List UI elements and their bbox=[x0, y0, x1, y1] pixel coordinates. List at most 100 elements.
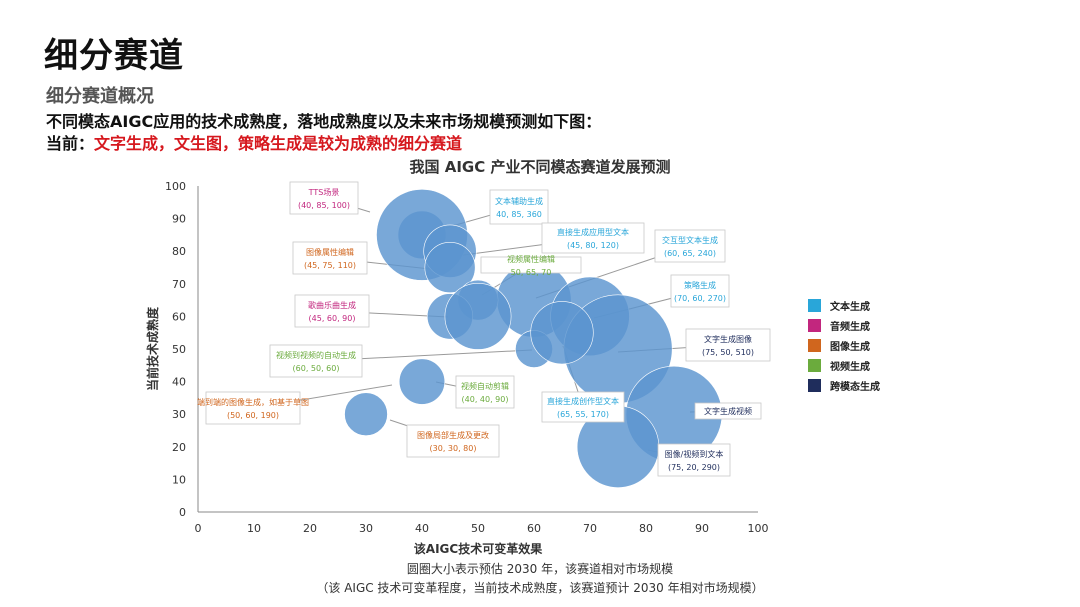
y-axis-title: 当前技术成熟度 bbox=[145, 306, 160, 391]
bubble-point bbox=[344, 392, 388, 436]
label-box bbox=[654, 229, 726, 263]
label-box bbox=[657, 443, 731, 477]
legend-item: 图像生成 bbox=[808, 336, 880, 354]
label-value: (60, 50, 60) bbox=[293, 364, 340, 373]
y-tick-label: 80 bbox=[172, 245, 186, 258]
label-value: (45, 80, 120) bbox=[567, 241, 619, 250]
legend-label: 文本生成 bbox=[830, 301, 870, 313]
label-name: 视频到视频的自动生成 bbox=[276, 350, 356, 360]
label-name: 图像属性编辑 bbox=[306, 247, 354, 257]
legend-item: 音频生成 bbox=[808, 316, 880, 334]
current-highlight: 文字生成，文生图，策略生成是较为成熟的细分赛道 bbox=[94, 134, 463, 153]
label-name: 图像局部生成及更改 bbox=[417, 430, 489, 440]
label-name: 直接生成创作型文本 bbox=[547, 396, 619, 406]
chart-legend: 文本生成音频生成图像生成视频生成跨模态生成 bbox=[808, 296, 880, 396]
bubble-point bbox=[424, 242, 476, 293]
legend-item: 文本生成 bbox=[808, 296, 880, 314]
y-tick-label: 70 bbox=[172, 278, 186, 291]
label-value: (75, 50, 510) bbox=[702, 348, 754, 357]
legend-swatch bbox=[808, 338, 821, 352]
legend-item: 跨模态生成 bbox=[808, 376, 880, 394]
x-tick-label: 40 bbox=[415, 522, 429, 535]
chart-caption-line1: 圆圈大小表示预估 2030 年，该赛道相对市场规模 bbox=[406, 562, 674, 576]
label-box bbox=[269, 344, 363, 378]
legend-swatch bbox=[808, 378, 821, 392]
x-tick-label: 60 bbox=[527, 522, 541, 535]
x-tick-label: 10 bbox=[247, 522, 261, 535]
legend-label: 音频生成 bbox=[830, 321, 870, 333]
label-name: 视频属性编辑 bbox=[507, 254, 555, 264]
x-tick-label: 70 bbox=[583, 522, 597, 535]
label-box bbox=[541, 391, 625, 423]
label-box bbox=[455, 375, 515, 409]
y-tick-label: 10 bbox=[172, 473, 186, 486]
y-tick-label: 40 bbox=[172, 376, 186, 389]
label-name: 文本辅助生成 bbox=[495, 196, 543, 206]
label-box bbox=[292, 241, 368, 275]
chart-caption-line2: （该 AIGC 技术可变革程度，当前技术成熟度，该赛道预计 2030 年相对市场… bbox=[316, 581, 764, 595]
bubble-point bbox=[530, 301, 594, 365]
current-lead: 当前： bbox=[46, 134, 95, 153]
label-box bbox=[489, 189, 549, 225]
label-value: (40, 85, 100) bbox=[298, 201, 350, 210]
legend-label: 视频生成 bbox=[830, 361, 870, 373]
label-box bbox=[685, 328, 771, 362]
label-name: 文字生成图像 bbox=[704, 334, 752, 344]
y-tick-label: 0 bbox=[179, 506, 186, 519]
label-value: (70, 60, 270) bbox=[674, 294, 726, 303]
label-value: (45, 60, 90) bbox=[309, 314, 356, 323]
slide-description: 不同模态AIGC应用的技术成熟度，落地成熟度以及未来市场规模预测如下图： bbox=[46, 112, 602, 131]
legend-swatch bbox=[808, 358, 821, 372]
x-tick-label: 0 bbox=[195, 522, 202, 535]
label-box bbox=[694, 402, 762, 420]
bubble-point bbox=[444, 283, 512, 350]
legend-item: 视频生成 bbox=[808, 356, 880, 374]
y-tick-label: 50 bbox=[172, 343, 186, 356]
y-tick-label: 100 bbox=[165, 180, 186, 193]
label-name: 歌曲乐曲生成 bbox=[308, 300, 356, 310]
label-name: TTS场景 bbox=[308, 188, 340, 197]
x-tick-label: 100 bbox=[748, 522, 769, 535]
legend-label: 图像生成 bbox=[830, 341, 870, 353]
label-box bbox=[289, 181, 359, 215]
label-name: 交互型文本生成 bbox=[662, 235, 718, 245]
label-name: 视频自动剪辑 bbox=[461, 381, 509, 391]
bubble-point bbox=[398, 358, 446, 405]
legend-label: 跨模态生成 bbox=[830, 381, 880, 393]
chart-title: 我国 AIGC 产业不同模态赛道发展预测 bbox=[410, 158, 671, 176]
label-value: (45, 75, 110) bbox=[304, 261, 356, 270]
label-name: 端到端的图像生成，如基于草图 bbox=[197, 397, 309, 407]
x-tick-label: 90 bbox=[695, 522, 709, 535]
x-tick-label: 80 bbox=[639, 522, 653, 535]
slide-title: 细分赛道 bbox=[44, 36, 184, 76]
label-value: (75, 20, 290) bbox=[668, 463, 720, 472]
label-box bbox=[541, 222, 645, 254]
label-value: 40, 85, 360 bbox=[496, 210, 542, 219]
label-box bbox=[480, 256, 582, 274]
label-name: 文字生成视频 bbox=[704, 406, 752, 416]
y-tick-label: 30 bbox=[172, 408, 186, 421]
label-value: 50, 65, 70 bbox=[511, 268, 552, 277]
y-tick-label: 90 bbox=[172, 213, 186, 226]
label-box bbox=[406, 424, 500, 458]
label-box bbox=[670, 274, 730, 308]
y-tick-label: 60 bbox=[172, 310, 186, 323]
label-name: 直接生成应用型文本 bbox=[557, 227, 629, 237]
label-box bbox=[205, 391, 301, 425]
slide-subtitle: 细分赛道概况 bbox=[46, 86, 154, 107]
label-value: (40, 40, 90) bbox=[462, 395, 509, 404]
current-summary: 当前：文字生成，文生图，策略生成是较为成熟的细分赛道 bbox=[46, 130, 462, 154]
label-value: (50, 60, 190) bbox=[227, 411, 279, 420]
label-value: (60, 65, 240) bbox=[664, 249, 716, 258]
legend-swatch bbox=[808, 318, 821, 332]
x-axis-title: 该AIGC技术可变革效果 bbox=[414, 541, 542, 556]
y-tick-label: 20 bbox=[172, 441, 186, 454]
x-tick-label: 50 bbox=[471, 522, 485, 535]
x-tick-label: 20 bbox=[303, 522, 317, 535]
label-name: 图像/视频到文本 bbox=[665, 449, 724, 459]
label-name: 策略生成 bbox=[684, 280, 716, 290]
legend-swatch bbox=[808, 298, 821, 312]
x-tick-label: 30 bbox=[359, 522, 373, 535]
label-value: (30, 30, 80) bbox=[430, 444, 477, 453]
